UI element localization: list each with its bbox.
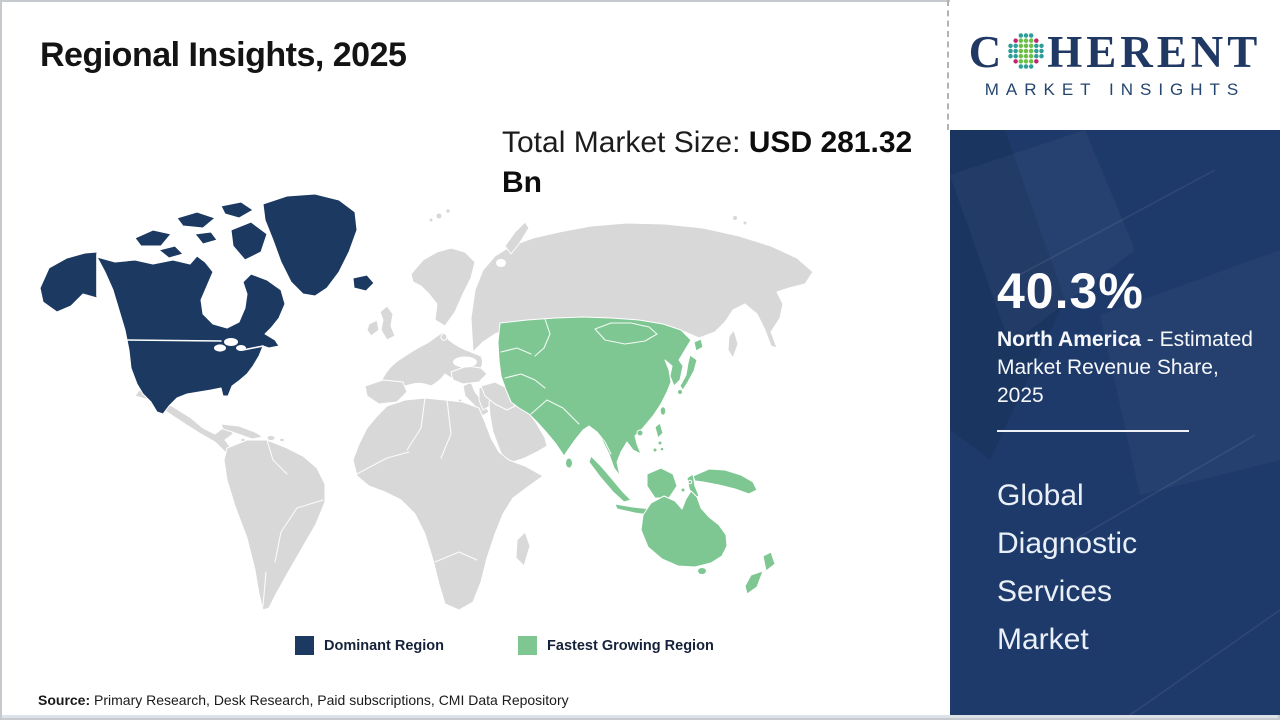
dotted-globe-icon [1008,32,1044,69]
landmass-arctic-islands [134,201,268,261]
sidebar-divider [997,430,1189,433]
landmass-asia-mainland [497,316,692,477]
sidebar-content: 40.3% North America - Estimated Market R… [950,130,1280,664]
stats-sidebar: 40.3% North America - Estimated Market R… [950,130,1280,715]
sidebar-texture [950,130,1280,715]
landmass-new-guinea [692,468,758,495]
landmass-hokkaido [693,338,704,352]
landmass-iceland [352,274,375,292]
landmass-africa [352,397,544,611]
landmass-south-america [223,439,326,611]
legend-item-dominant: Dominant Region [295,636,444,655]
white-sea [496,259,506,267]
landmass-moluccas-2 [687,479,693,485]
landmass-denmark [440,333,448,341]
fastest-growing-region-label: Fastest Growing Region [547,637,714,654]
map-legend: Dominant Region Fastest Growing Region [295,636,714,655]
landmass-svalbard-3 [428,217,434,223]
source-note: Source: Primary Research, Desk Research,… [38,692,569,708]
region-north-america-dominant [39,193,375,415]
landmass-novaya-zemlya [504,221,530,255]
great-lakes-2 [214,344,226,352]
landmass-alaska [39,251,98,313]
source-text: Primary Research, Desk Research, Paid su… [90,692,569,708]
fastest-growing-region-swatch [518,636,538,655]
landmass-taiwan [659,406,667,416]
region-asia-pacific-fastest-growing [497,316,776,595]
market-share-description: North America - Estimated Market Revenue… [997,326,1269,410]
total-market-size: Total Market Size: USD 281.32 Bn [502,123,945,202]
legend-item-fastest-growing: Fastest Growing Region [518,636,714,655]
header-separator [947,0,949,130]
dominant-region-label: Dominant Region [324,637,445,654]
landmass-svalbard [435,212,443,220]
landmass-canada-usa [96,255,286,415]
total-market-size-label: Total Market Size: [502,126,749,159]
logo-text-prefix: C [968,27,1006,77]
landmass-borneo [646,467,678,499]
dominant-region-swatch [295,636,314,655]
landmass-philippines-2 [657,440,663,446]
landmass-tasmania [697,567,707,575]
landmass-new-zealand-north [762,551,776,572]
landmass-arctic-island [732,215,738,221]
landmass-svalbard-2 [445,208,451,214]
landmass-great-britain [379,305,396,341]
source-label: Source: [38,692,91,708]
border-central-asia [500,318,551,389]
landmass-ireland [366,319,380,337]
total-market-size-value: USD 281.32 Bn [502,126,913,199]
landmass-sakhalin [727,329,739,359]
landmass-australia [640,490,728,568]
border-mongolia [594,322,658,345]
landmass-new-zealand-south [744,570,764,595]
black-sea [453,356,477,368]
landmass-scandinavia [410,247,476,327]
brand-wordmark: C HERENT [969,30,1262,75]
landmass-hainan [636,429,644,437]
landmass-philippines-3 [652,447,658,453]
border-india-china [530,399,612,455]
border-us-canada [126,339,264,351]
market-share-desc-text: - Estimated Market Revenue Share, 2025 [997,328,1253,408]
world-map [35,190,855,620]
landmass-kyushu [677,389,683,395]
landmass-cuba [220,423,264,440]
landmass-madagascar [515,531,531,567]
landmass-arctic-island-2 [742,220,748,226]
landmass-hispaniola [266,434,276,442]
market-share-region: North America [997,328,1141,351]
great-lakes [224,338,238,346]
page-title: Regional Insights, 2025 [40,36,407,74]
landmass-sri-lanka [565,457,573,469]
logo-subtitle: MARKET INSIGHTS [984,80,1246,99]
landmass-sumatra [588,455,632,503]
logo-text-suffix: HERENT [1047,27,1262,77]
landmass-puerto-rico [279,437,285,443]
world-map-svg [39,193,814,611]
landmass-moluccas [680,487,686,493]
market-name: Global Diagnostic Services Market [997,479,1138,657]
brand-logo: C HERENT MARKET INSIGHTS [950,0,1280,130]
landmass-japan [679,354,698,391]
landmass-philippines [654,422,664,439]
market-share-value: 40.3% [997,263,1144,319]
landmass-iberia [364,379,408,405]
landmass-philippines-4 [659,446,665,452]
border-south-america [262,439,324,607]
border-africa [356,397,478,563]
landmass-greenland [262,193,358,297]
